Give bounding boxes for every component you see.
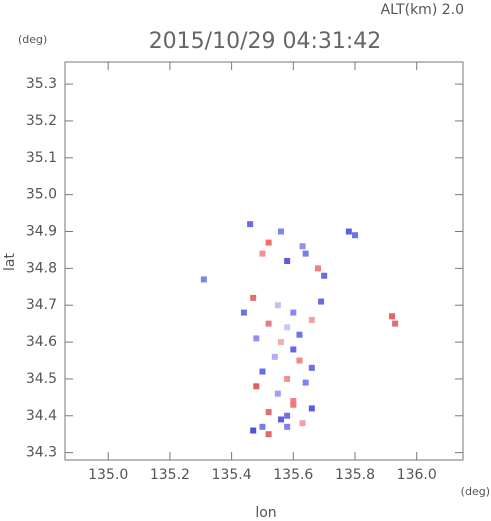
- plot-frame: [64, 61, 464, 461]
- radar-echo: [253, 335, 260, 342]
- radar-echo: [296, 331, 303, 338]
- radar-echo: [265, 239, 272, 246]
- radar-echo: [277, 228, 284, 235]
- x-tick-label: 135.6: [273, 467, 313, 483]
- radar-echo: [299, 420, 306, 427]
- x-tick-label: 135.0: [88, 467, 128, 483]
- radar-echo: [290, 346, 297, 353]
- radar-echo: [299, 243, 306, 250]
- radar-echo: [296, 357, 303, 364]
- radar-echo: [290, 401, 297, 408]
- y-tick-label: 34.7: [26, 297, 57, 313]
- radar-echo: [265, 320, 272, 327]
- radar-echo: [314, 265, 321, 272]
- radar-echo: [308, 364, 315, 371]
- y-tick-label: 34.3: [26, 445, 57, 461]
- radar-echo: [284, 258, 291, 264]
- radar-echo: [321, 272, 328, 279]
- x-tick-label: 135.2: [150, 467, 190, 483]
- radar-echo: [265, 431, 272, 438]
- radar-echo: [308, 316, 315, 323]
- radar-echo: [284, 324, 291, 331]
- radar-echo: [274, 390, 281, 397]
- y-tick-label: 35.0: [26, 187, 57, 203]
- y-tick-label: 34.4: [26, 408, 57, 424]
- radar-echo: [352, 232, 359, 239]
- y-tick-label: 35.3: [26, 76, 57, 92]
- x-unit: (deg): [461, 485, 490, 498]
- radar-echo: [277, 339, 284, 346]
- radar-echo: [284, 375, 291, 382]
- y-tick-label: 34.9: [26, 224, 57, 240]
- y-tick-label: 35.1: [26, 150, 57, 166]
- y-unit: (deg): [18, 33, 47, 46]
- y-tick-label: 34.8: [26, 260, 57, 276]
- radar-echo: [318, 298, 325, 305]
- radar-echo: [265, 409, 272, 416]
- radar-echo: [284, 412, 291, 419]
- radar-echo: [259, 368, 266, 375]
- radar-echo: [302, 379, 309, 386]
- y-tick-label: 35.2: [26, 113, 57, 129]
- radar-echo: [290, 309, 297, 316]
- radar-echo: [392, 320, 399, 327]
- x-tick-label: 136.0: [397, 467, 437, 483]
- radar-echo: [259, 423, 266, 430]
- radar-echo: [247, 221, 254, 228]
- radar-echo: [277, 416, 284, 423]
- radar-echo: [240, 309, 247, 316]
- radar-echo: [274, 302, 281, 309]
- y-axis-label: lat: [2, 253, 18, 271]
- radar-echo: [271, 353, 278, 360]
- radar-echo: [284, 423, 291, 430]
- radar-echo: [389, 313, 396, 320]
- radar-echo: [253, 383, 260, 390]
- radar-echo: [250, 294, 257, 301]
- chart-title: 2015/10/29 04:31:42: [149, 29, 382, 54]
- x-axis-label: lon: [255, 505, 276, 521]
- y-tick-label: 34.6: [26, 334, 57, 350]
- x-tick-label: 135.8: [335, 467, 375, 483]
- radar-echo: [290, 398, 297, 405]
- radar-echo: [345, 228, 352, 235]
- radar-echo: [308, 405, 315, 412]
- x-tick-label: 135.4: [212, 467, 252, 483]
- radar-echo: [302, 250, 309, 257]
- altitude: ALT(km) 2.0: [381, 2, 464, 18]
- radar-echo: [259, 250, 266, 257]
- radar-echo: [250, 427, 257, 434]
- y-tick-label: 34.5: [26, 371, 57, 387]
- radar-echo: [200, 276, 207, 283]
